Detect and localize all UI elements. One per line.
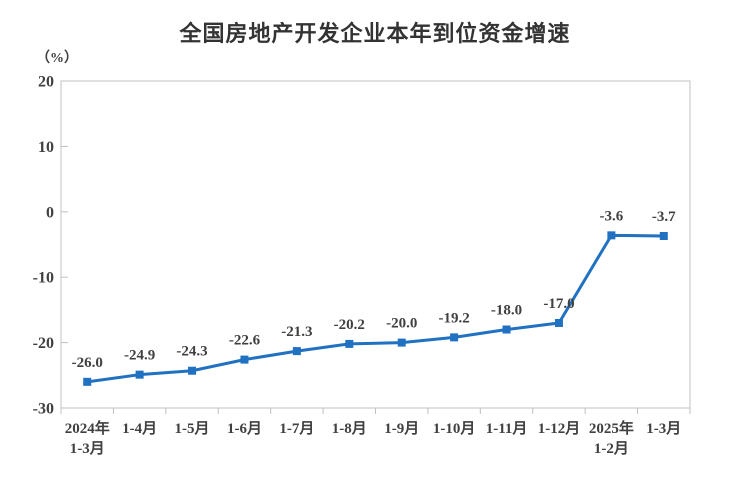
data-label: -26.0 [72, 355, 103, 371]
data-point-marker [292, 347, 301, 356]
data-label: -21.3 [281, 324, 312, 340]
x-axis-label: 2024年 [65, 419, 110, 437]
data-point-marker [659, 231, 668, 240]
data-point-marker [188, 366, 197, 375]
x-axis-label: 1-8月 [332, 420, 367, 437]
x-axis-label: 1-6月 [227, 420, 262, 437]
x-axis-label: 1-11月 [486, 420, 528, 437]
x-axis-label: 1-9月 [384, 420, 419, 437]
data-label: -3.7 [652, 209, 676, 225]
data-label: -22.6 [229, 333, 261, 349]
data-label: -24.3 [176, 344, 207, 360]
x-axis-label: 1-3月 [646, 420, 681, 437]
data-label: -3.6 [600, 208, 624, 224]
data-point-marker [345, 339, 354, 348]
x-axis-label: 1-10月 [433, 420, 476, 437]
data-point-marker [450, 333, 459, 342]
y-axis-unit-label: （%） [36, 51, 78, 66]
x-axis-label: 1-12月 [538, 420, 581, 437]
data-label: -20.2 [334, 317, 365, 333]
y-axis-label: 0 [46, 204, 54, 221]
x-axis-label: 1-3月 [70, 440, 105, 457]
data-label: -19.2 [439, 310, 470, 326]
data-point-marker [397, 338, 406, 347]
data-point-marker [240, 355, 249, 364]
data-label: -17.0 [543, 296, 574, 312]
y-axis-label: -20 [33, 335, 54, 352]
x-axis-label: 1-5月 [175, 420, 210, 437]
x-axis-label: 1-7月 [279, 420, 314, 437]
chart-title: 全国房地产开发企业本年到位资金增速 [179, 21, 571, 46]
data-label: -18.0 [491, 303, 522, 319]
y-axis-label: -10 [33, 270, 54, 287]
x-axis-label: 1-4月 [122, 420, 157, 437]
y-axis-label: 20 [38, 74, 54, 91]
data-point-marker [83, 377, 92, 386]
data-point-marker [135, 370, 144, 379]
y-axis-label: -30 [33, 401, 54, 418]
data-label: -24.9 [124, 348, 155, 364]
y-axis-label: 10 [38, 139, 54, 156]
x-axis-label: 1-2月 [594, 440, 629, 457]
x-axis-label: 2025年 [589, 419, 634, 437]
data-point-marker [502, 325, 511, 334]
data-label: -20.0 [386, 316, 417, 332]
trend-line [87, 233, 664, 384]
plot-border [60, 80, 691, 409]
data-point-marker [554, 318, 563, 327]
data-point-marker [607, 231, 616, 240]
